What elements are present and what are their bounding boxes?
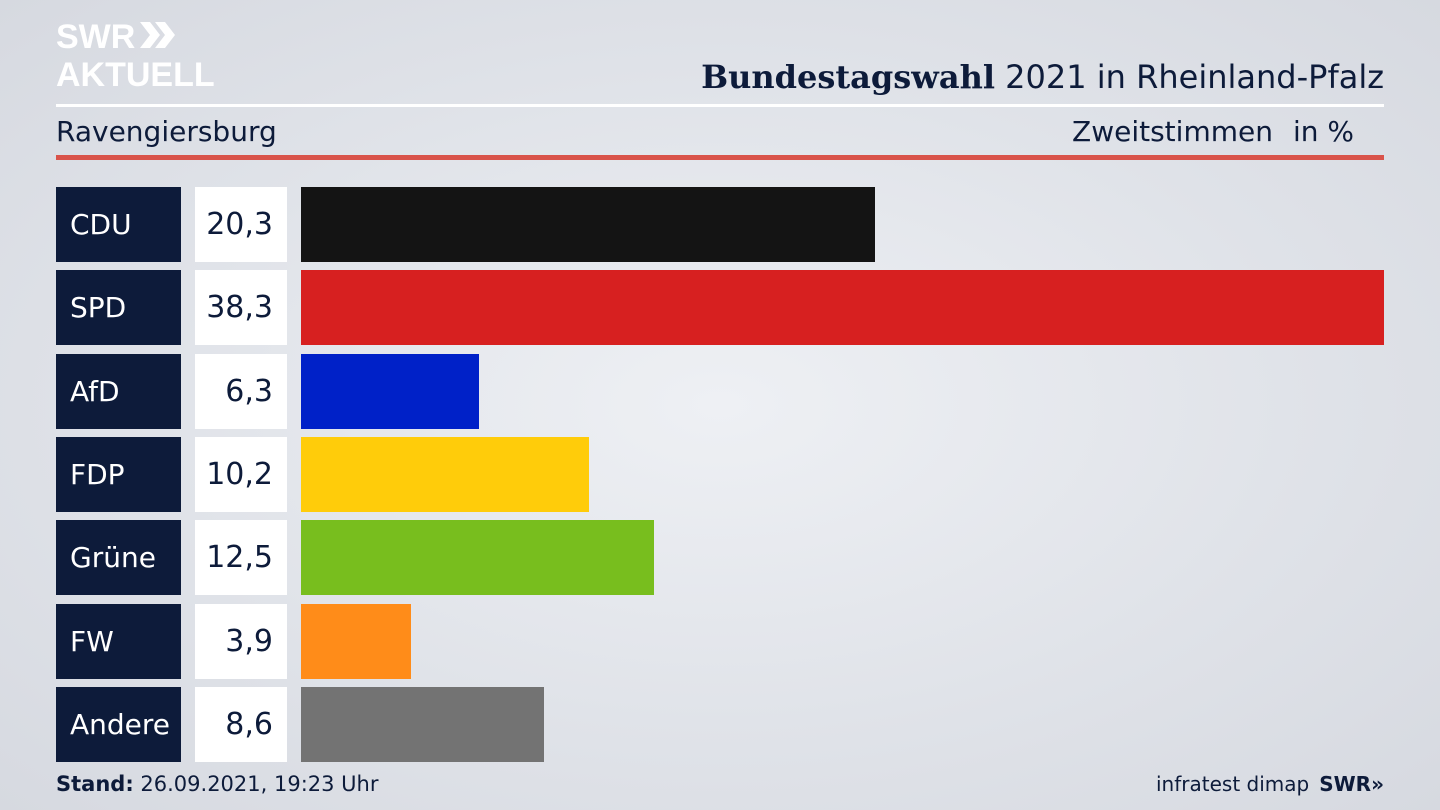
source-name: infratest dimap bbox=[1156, 772, 1310, 796]
party-label: SPD bbox=[56, 270, 181, 346]
region-name: Ravengiersburg bbox=[56, 115, 277, 148]
measure-type: Zweitstimmen bbox=[1072, 115, 1273, 148]
swr-aktuell-logo: SWR AKTUELL bbox=[56, 16, 226, 90]
chart-row: SPD 38,3 bbox=[56, 270, 1384, 346]
value-label: 10,2 bbox=[195, 436, 287, 512]
logo-chevron-2 bbox=[155, 22, 175, 48]
chart-title-rest: 2021 in Rheinland-Pfalz bbox=[995, 58, 1384, 96]
value-label: 8,6 bbox=[195, 686, 287, 762]
party-label: Andere bbox=[56, 686, 181, 762]
chart-title: Bundestagswahl 2021 in Rheinland-Pfalz bbox=[701, 58, 1384, 96]
bar bbox=[301, 520, 654, 596]
timestamp: Stand: 26.09.2021, 19:23 Uhr bbox=[56, 772, 379, 796]
bar bbox=[301, 187, 875, 262]
chart-row: Andere 8,6 bbox=[56, 686, 1384, 762]
value-label: 3,9 bbox=[195, 603, 287, 679]
party-label: AfD bbox=[56, 353, 181, 429]
logo-chevron-1 bbox=[140, 22, 160, 48]
source-credit: infratest dimap SWR» bbox=[1156, 772, 1384, 796]
chart-row: FDP 10,2 bbox=[56, 436, 1384, 512]
party-label: FW bbox=[56, 603, 181, 679]
measure-label: Zweitstimmen in % bbox=[1072, 115, 1354, 148]
party-label: FDP bbox=[56, 436, 181, 512]
bar bbox=[301, 436, 589, 512]
bar bbox=[301, 353, 479, 429]
value-label: 12,5 bbox=[195, 520, 287, 596]
logo-line2: AKTUELL bbox=[56, 56, 215, 90]
chart-title-bold: Bundestagswahl bbox=[701, 58, 995, 96]
header-divider bbox=[56, 104, 1384, 107]
value-label: 38,3 bbox=[195, 270, 287, 346]
party-label: CDU bbox=[56, 187, 181, 262]
chart-row: AfD 6,3 bbox=[56, 353, 1384, 429]
measure-unit: in % bbox=[1292, 115, 1354, 148]
swr-aktuell-logo-mark: SWR AKTUELL bbox=[56, 18, 215, 90]
party-label: Grüne bbox=[56, 520, 181, 596]
timestamp-value: 26.09.2021, 19:23 Uhr bbox=[133, 772, 379, 796]
value-label: 6,3 bbox=[195, 353, 287, 429]
bar bbox=[301, 603, 411, 679]
chart-row: FW 3,9 bbox=[56, 603, 1384, 679]
chart-row: CDU 20,3 bbox=[56, 187, 1384, 262]
bar bbox=[301, 270, 1384, 346]
bar bbox=[301, 686, 544, 762]
chart-row: Grüne 12,5 bbox=[56, 520, 1384, 596]
accent-divider bbox=[56, 155, 1384, 160]
swr-footer-logo: SWR» bbox=[1319, 772, 1384, 796]
value-label: 20,3 bbox=[195, 187, 287, 262]
logo-line1: SWR bbox=[56, 18, 135, 56]
timestamp-label: Stand: bbox=[56, 772, 134, 796]
